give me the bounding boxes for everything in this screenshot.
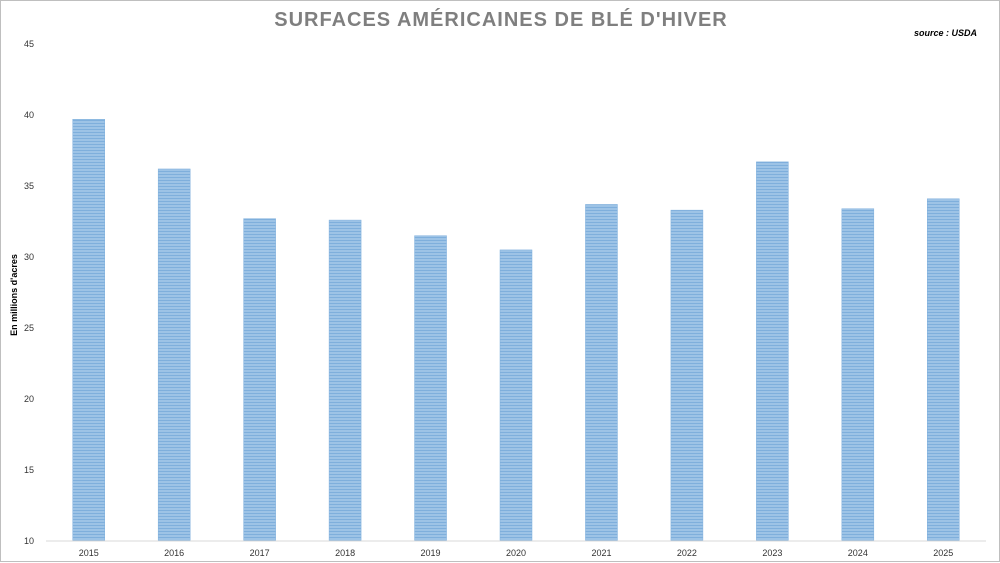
bar-2017 (243, 218, 276, 542)
bar-2021 (585, 204, 618, 542)
x-axis-ticks: 2015 2016 2017 2018 2019 2020 2021 2022 2023 2024… (79, 548, 954, 558)
y-tick-label: 25 (24, 323, 34, 333)
y-tick-label: 30 (24, 252, 34, 262)
x-tick-label: 2016 (164, 548, 184, 558)
bar-2024 (841, 208, 875, 542)
x-tick-label: 2017 (250, 548, 270, 558)
bar-2025 (927, 198, 960, 542)
chart-title: SURFACES AMÉRICAINES DE BLÉ D'HIVER (274, 8, 728, 31)
source-note: source : USDA (914, 28, 977, 38)
bar-2018 (328, 219, 362, 542)
y-tick-label: 40 (24, 110, 34, 120)
y-tick-label: 45 (24, 39, 34, 49)
x-tick-label: 2024 (848, 548, 868, 558)
x-tick-label: 2022 (677, 548, 697, 558)
y-tick-label: 10 (24, 536, 34, 546)
bar-2022 (670, 209, 704, 542)
x-tick-label: 2021 (591, 548, 611, 558)
y-tick-label: 15 (24, 465, 34, 475)
x-tick-label: 2015 (79, 548, 99, 558)
bar-2019 (414, 235, 447, 542)
x-tick-label: 2019 (421, 548, 441, 558)
y-axis-label: En millions d'acres (9, 254, 19, 336)
bar-2020 (499, 249, 533, 542)
y-axis-ticks: 10 15 20 25 30 35 40 45 (24, 39, 34, 546)
bar-2023 (756, 161, 789, 542)
x-tick-label: 2025 (933, 548, 953, 558)
bars-group (72, 119, 960, 542)
y-tick-label: 20 (24, 394, 34, 404)
x-tick-label: 2020 (506, 548, 526, 558)
x-tick-label: 2023 (762, 548, 782, 558)
x-tick-label: 2018 (335, 548, 355, 558)
bar-2016 (157, 168, 191, 542)
y-tick-label: 35 (24, 181, 34, 191)
bar-2015 (72, 119, 105, 542)
